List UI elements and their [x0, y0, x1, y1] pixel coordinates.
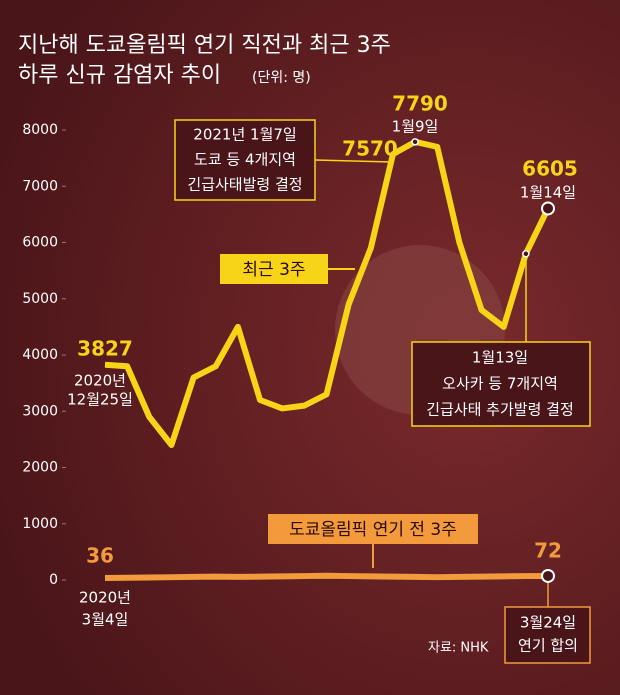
value-label: 6605 [522, 157, 578, 181]
data-point [522, 250, 530, 258]
annotation: 12월25일 [67, 391, 133, 409]
value-label: 7570 [342, 137, 398, 161]
source: 자료: NHK [428, 641, 489, 656]
series-label-box [220, 254, 328, 284]
y-tick-label: 3000 [22, 403, 58, 419]
unit-label: (단위: 명) [252, 70, 311, 86]
annotation: 긴급사태발령 결정 [187, 176, 302, 194]
value-label: 3827 [77, 337, 133, 361]
y-tick-label: 6000 [22, 235, 58, 251]
chart-title: 지난해 도쿄올림픽 연기 직전과 최근 3주 [18, 33, 391, 58]
value-label: 36 [86, 544, 114, 568]
series-line [104, 138, 551, 448]
callout-box [411, 341, 591, 427]
annotation: 2020년 [74, 372, 126, 390]
series-line [104, 572, 549, 581]
y-tick-label: 2000 [22, 460, 58, 476]
data-point [541, 201, 555, 216]
value-label: 72 [534, 539, 562, 563]
annotation: 도쿄 등 4개지역 [194, 151, 296, 169]
data-point [411, 138, 419, 146]
y-tick-label: 4000 [22, 347, 58, 363]
y-tick-label: 7000 [22, 178, 58, 194]
annotation: 긴급사태 추가발령 결정 [426, 401, 574, 419]
value-label: 7790 [392, 92, 448, 116]
y-tick-label: 0 [49, 572, 58, 588]
chart-subtitle: 하루 신규 감염자 추이 [18, 63, 221, 88]
callout-box [504, 606, 591, 664]
annotation: 2021년 1월7일 [193, 126, 296, 144]
callout-line [314, 159, 394, 163]
annotation: 1월9일 [392, 118, 439, 136]
callout-box [174, 119, 316, 201]
annotation: 3월24일 [520, 614, 576, 632]
y-tick-label: 1000 [22, 516, 58, 532]
series-label: 최근 3주 [242, 260, 305, 280]
y-tick-label: 5000 [22, 291, 58, 307]
series-label: 도쿄올림픽 연기 전 3주 [289, 520, 457, 540]
callouts [174, 119, 591, 664]
data-point [541, 568, 555, 583]
y-tick-label: 8000 [22, 122, 58, 138]
annotation: 3월4일 [82, 611, 129, 629]
annotation: 2020년 [79, 589, 131, 607]
annotation: 1월13일 [472, 349, 528, 367]
series-label-box [268, 514, 478, 544]
annotation: 연기 합의 [518, 637, 578, 655]
annotation: 1월14일 [520, 184, 576, 202]
annotation: 오사카 등 7개지역 [442, 375, 558, 393]
